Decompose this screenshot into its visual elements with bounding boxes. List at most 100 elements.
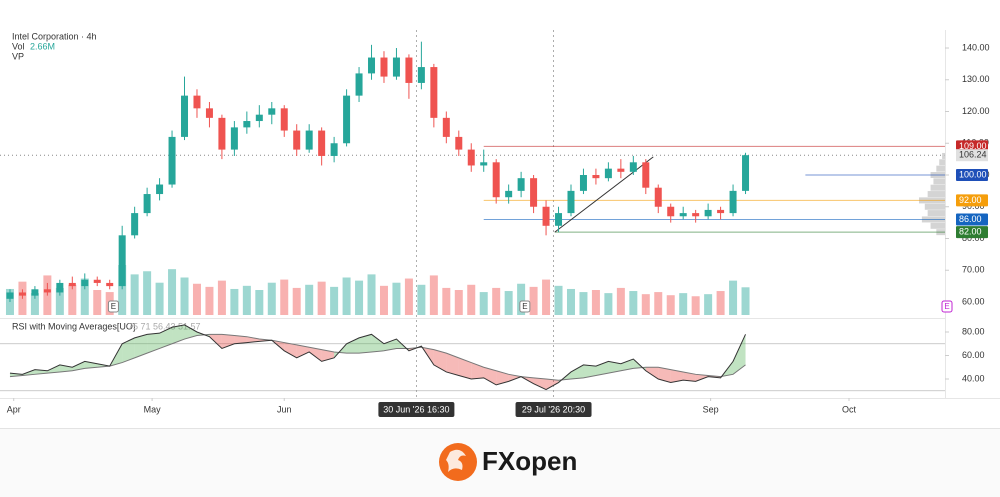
candle-body [542,206,550,226]
volume-bar [143,271,152,315]
earnings-marker [941,300,953,313]
y-tick-label: 120.00 [962,106,990,116]
candle-body [442,117,450,137]
candle-body [343,95,351,144]
rsi-fill [346,337,360,354]
volume-profile-bar [930,184,945,191]
crosshair-label: 29 Jul '26 20:30 [522,404,585,414]
x-tick-label: Oct [842,404,857,414]
volume-bar [180,277,189,315]
volume-bar [716,291,725,315]
candle-body [704,209,712,217]
level-label-box [956,213,988,226]
volume-bar [342,277,351,315]
volume-bar [579,292,588,315]
volume-bar [604,293,613,315]
volume-bar [155,282,164,315]
volume-bar [566,288,575,315]
volume-profile-bar [933,178,945,185]
volume-bar [517,283,526,315]
volume-bar [118,265,127,315]
chart-title: Intel Corporation · 4h [12,31,97,41]
candle-body [592,175,600,179]
volume-bar [691,296,700,315]
volume-bar [242,285,251,315]
rsi-fill [695,374,709,382]
volume-bar [330,286,339,315]
candle-body [280,108,288,131]
earnings-label: E [944,302,949,311]
rsi-fill [608,361,621,374]
rsi-fill [446,353,459,376]
volume-profile-bar [939,159,945,166]
candle-body [405,57,413,83]
volume-profile-bar [924,203,945,210]
volume-bar [367,274,376,315]
volume-bar [629,291,638,315]
candle-body [6,292,14,299]
volume-bar [255,290,264,315]
rsi-fill [483,367,497,385]
candle-body [243,121,251,128]
volume-bar [80,278,89,315]
rsi-fill [147,333,160,354]
volume-bar [404,278,413,315]
level-label: 109.00 [959,141,987,151]
rsi-fill [72,361,85,371]
candle-body [131,213,139,236]
candle-body [156,184,164,195]
earnings-marker [519,300,531,313]
candle-body [417,67,425,83]
rsi-ma-line [9,333,746,381]
candle-body [717,209,725,214]
candle-body [168,136,176,185]
candle-body [679,213,687,217]
volume-bar [392,282,401,315]
crosshair-label-box [378,402,455,417]
rsi-fill [284,342,297,358]
volume-profile-bar [930,222,945,229]
volume-profile-bar [936,165,945,172]
level-label-box [956,194,988,207]
brand-name: FXopen [482,446,577,476]
candle-body [380,57,388,77]
candle-body [56,282,64,293]
level-label: 92.00 [959,195,982,205]
rsi-y-tick-label: 40.00 [962,373,985,383]
last-price-label: 106.24 [959,150,987,160]
crosshair-label: 30 Jun '26 16:30 [383,404,449,414]
volume-bar [355,280,364,315]
volume-bar [68,284,77,315]
volume-bar [529,286,538,315]
candle-body [505,190,513,198]
candle-body [742,155,750,191]
level-label: 86.00 [959,214,982,224]
crosshair-label-box [515,402,592,417]
last-price-box [956,149,988,162]
volume-bar [280,279,289,315]
candle-body [729,190,737,214]
candle-body [555,213,563,226]
volume-bar [317,281,326,315]
volume-bar [504,291,513,315]
rsi-fill [172,324,185,344]
trendline [554,156,654,233]
volume-bar [641,294,650,315]
y-tick-label: 70.00 [962,265,985,275]
level-label-box [956,226,988,239]
x-tick-label: Apr [7,404,21,414]
candle-body [467,149,475,166]
candle-body [218,117,226,150]
level-label-box [956,169,988,181]
logo-dragon [446,449,466,472]
candle-body [305,130,313,150]
volume-bar [591,290,600,315]
footer [0,428,1000,497]
volume-bar [454,290,463,315]
rsi-y-tick-label: 60.00 [962,350,985,360]
candle-body [392,57,400,77]
candle-body [68,282,76,287]
earnings-label: E [111,302,116,311]
volume-bar [741,287,750,315]
candle-body [318,130,326,156]
